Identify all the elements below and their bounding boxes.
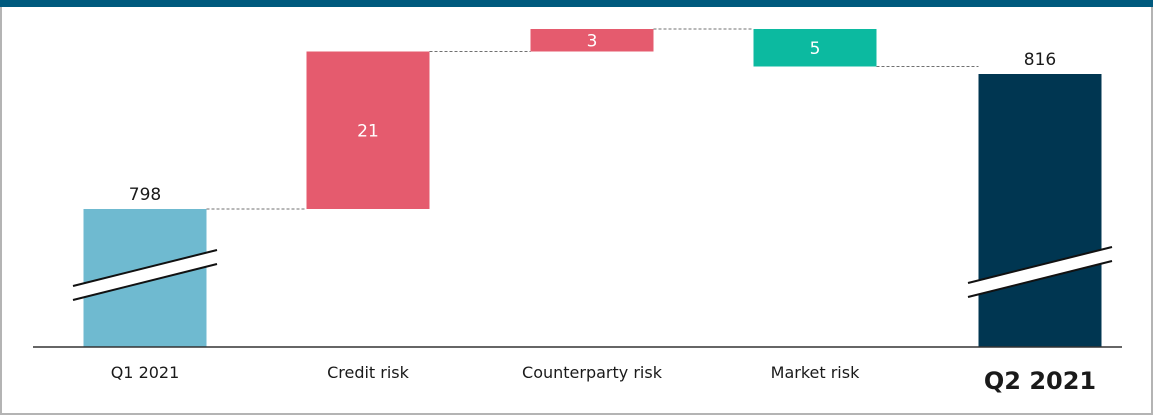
axis-break-line xyxy=(72,263,218,301)
data-label-q2-2021: 816 xyxy=(1024,50,1056,70)
data-label-credit-risk: 21 xyxy=(357,121,379,141)
data-label-counterparty-risk: 3 xyxy=(587,31,598,51)
bar-market-risk xyxy=(753,29,877,67)
x-tick-label-counterparty-risk: Counterparty risk xyxy=(522,363,663,382)
bar-q2-2021 xyxy=(978,74,1102,347)
axis-break-line xyxy=(967,246,1113,284)
x-tick-label-q1-2021: Q1 2021 xyxy=(111,363,180,382)
top-band xyxy=(0,0,1153,7)
axis-break-line xyxy=(72,249,218,287)
axis-break-gap xyxy=(968,247,1112,297)
x-tick-label-market-risk: Market risk xyxy=(771,363,860,382)
bar-counterparty-risk xyxy=(530,29,654,52)
bar-credit-risk xyxy=(306,51,430,209)
axis-break-line xyxy=(967,260,1113,298)
x-tick-label-q2-2021: Q2 2021 xyxy=(984,367,1096,395)
x-tick-label-credit-risk: Credit risk xyxy=(327,363,410,382)
data-label-market-risk: 5 xyxy=(810,39,821,59)
data-label-q1-2021: 798 xyxy=(129,185,161,205)
axis-break-gap xyxy=(73,250,217,300)
